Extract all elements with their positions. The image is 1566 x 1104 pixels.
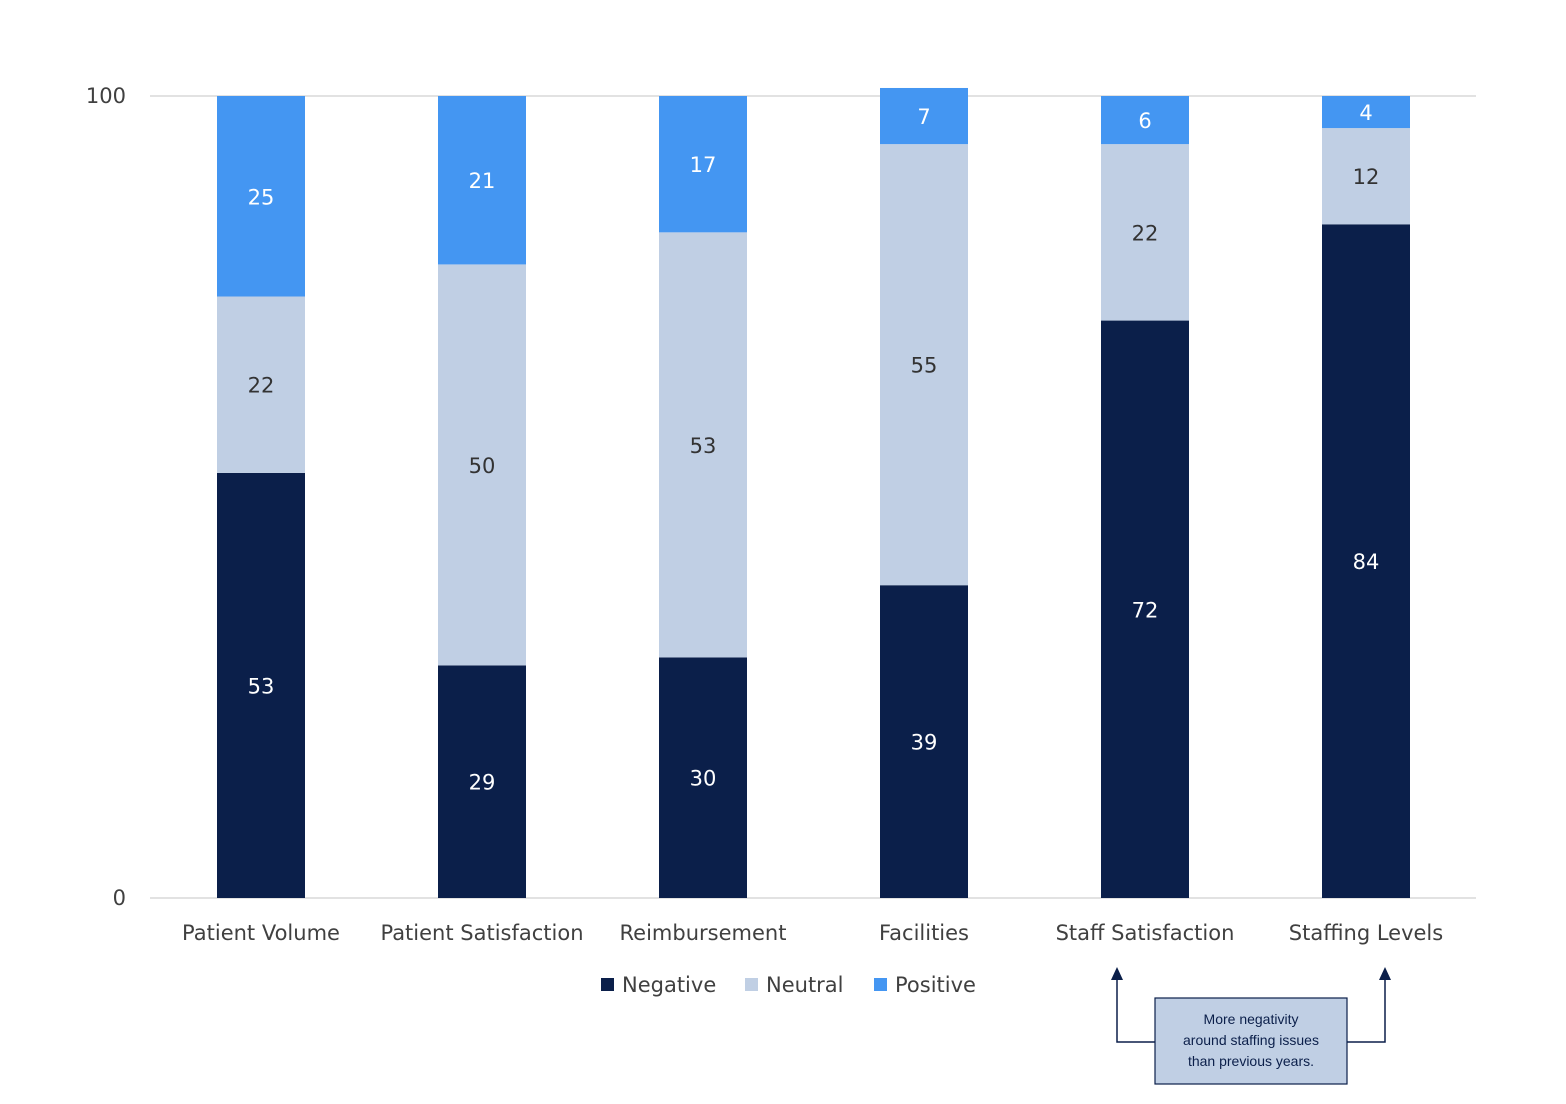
data-label: 4	[1359, 101, 1372, 125]
legend-label-positive: Positive	[895, 973, 976, 997]
bar-negative	[659, 657, 747, 898]
category-labels: Patient Volume Patient Satisfaction Reimbu…	[182, 921, 1443, 945]
data-label: 25	[248, 185, 275, 209]
legend: Negative Neutral Positive	[601, 973, 976, 997]
y-tick-label: 0	[113, 886, 126, 910]
y-tick-label: 100	[86, 84, 126, 108]
annotation-connector-right	[1347, 978, 1386, 1043]
data-label: 29	[469, 771, 496, 795]
legend-swatch-negative	[601, 978, 614, 991]
bar-positive	[880, 87, 968, 145]
data-label: 53	[690, 434, 717, 458]
data-label: 7	[917, 105, 930, 129]
category-label: Reimbursement	[620, 921, 787, 945]
legend-label-neutral: Neutral	[766, 973, 844, 997]
bar-positive	[438, 96, 526, 265]
arrowhead-icon	[1379, 967, 1391, 980]
legend-label-negative: Negative	[622, 973, 716, 997]
data-label: 21	[469, 169, 496, 193]
data-label: 72	[1132, 598, 1159, 622]
category-label: Staffing Levels	[1289, 921, 1443, 945]
bar-negative	[880, 585, 968, 898]
bar-negative	[438, 665, 526, 898]
data-label: 22	[248, 374, 275, 398]
category-label: Facilities	[879, 921, 969, 945]
bars	[217, 87, 1410, 898]
data-label: 17	[690, 153, 717, 177]
data-label: 39	[911, 731, 938, 755]
bar-negative	[1101, 320, 1189, 898]
data-labels: 53 22 25 29 50 21 30 53 17 39 55 7 72 22 6 84 12 4	[248, 101, 1380, 795]
annotation-text: than previous years.	[1188, 1053, 1314, 1069]
category-label: Staff Satisfaction	[1056, 921, 1235, 945]
bar-negative	[217, 472, 305, 898]
axes: 0 100	[86, 84, 1476, 910]
category-label: Patient Satisfaction	[380, 921, 583, 945]
bar-neutral	[659, 232, 747, 658]
bar-negative	[1322, 224, 1410, 898]
bar-positive	[659, 96, 747, 233]
annotation-text: around staffing issues	[1183, 1032, 1319, 1048]
bar-neutral	[1101, 144, 1189, 321]
bar-neutral	[880, 144, 968, 586]
bar-positive	[217, 96, 305, 297]
category-label: Patient Volume	[182, 921, 340, 945]
annotation: More negativity around staffing issues tha…	[1111, 967, 1391, 1085]
legend-swatch-neutral	[745, 978, 758, 991]
data-label: 12	[1353, 165, 1380, 189]
data-label: 6	[1138, 109, 1151, 133]
data-label: 84	[1353, 550, 1380, 574]
data-label: 53	[248, 674, 275, 698]
bar-neutral	[1322, 128, 1410, 225]
annotation-box	[1154, 997, 1348, 1085]
annotation-text: More negativity	[1204, 1011, 1299, 1027]
bar-positive	[1101, 96, 1189, 145]
arrowhead-icon	[1111, 967, 1123, 980]
bar-positive	[1322, 96, 1410, 129]
annotation-connector-left	[1116, 978, 1155, 1043]
data-label: 55	[911, 354, 938, 378]
legend-swatch-positive	[874, 978, 887, 991]
bar-neutral	[438, 264, 526, 666]
data-label: 50	[469, 454, 496, 478]
bar-neutral	[217, 296, 305, 473]
data-label: 30	[690, 767, 717, 791]
data-label: 22	[1132, 221, 1159, 245]
